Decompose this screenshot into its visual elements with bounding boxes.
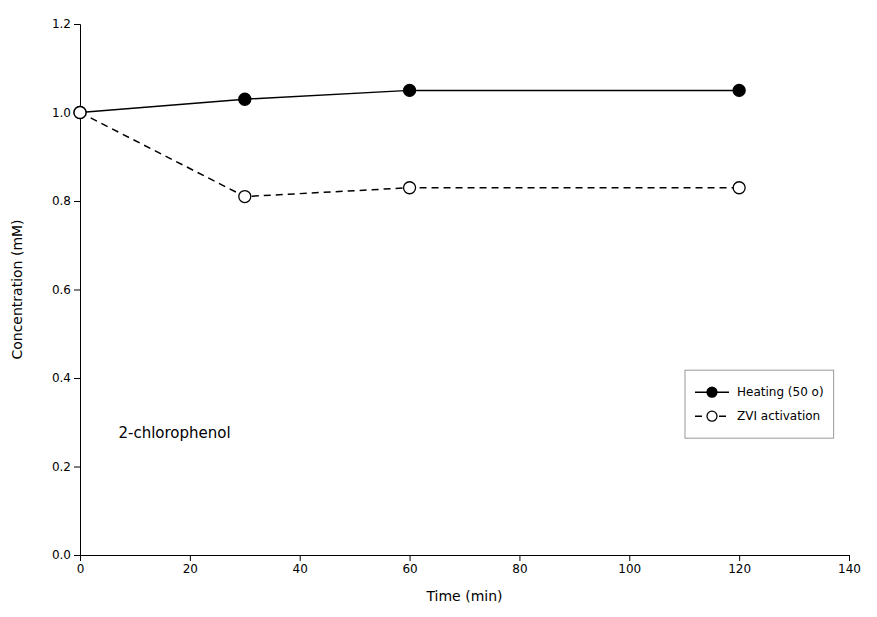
chart: 0 20 40 60 80 100 120 140 0.0 0.2 0.4 0.6 0.8 1.0 1.2 2… [0, 0, 877, 617]
legend-item: ZVI activation [695, 409, 820, 423]
y-axis-tick-mark [74, 201, 80, 202]
y-axis-tick-label: 1.0 [52, 106, 71, 120]
series-point [404, 182, 416, 194]
y-axis-tick: 0.4 [52, 371, 80, 385]
x-axis: 0 20 40 60 80 100 120 140 [77, 555, 861, 576]
x-axis-tick-label: 40 [293, 562, 308, 576]
marks [74, 84, 745, 202]
x-axis-tick: 100 [618, 555, 641, 576]
x-axis-tick-mark [849, 555, 850, 561]
series-point [733, 182, 745, 194]
x-axis-title: Time (min) [425, 588, 502, 604]
x-axis-tick-label: 120 [728, 562, 751, 576]
x-axis-tick: 120 [728, 555, 751, 576]
x-axis-line [81, 556, 850, 562]
y-axis-tick: 1.2 [52, 17, 80, 31]
y-axis-tick: 0.8 [52, 194, 80, 208]
legend-marker [707, 411, 717, 421]
y-axis-tick-label: 0.8 [52, 194, 71, 208]
y-axis-tick-mark [74, 467, 80, 468]
x-axis-tick: 40 [293, 555, 308, 576]
legend: Heating (50 o) ZVI activation [685, 370, 834, 438]
x-axis-tick-mark [629, 555, 630, 561]
x-axis-tick: 140 [838, 555, 861, 576]
x-axis-tick-label: 100 [618, 562, 641, 576]
plot: 0 20 40 60 80 100 120 140 0.0 0.2 0.4 0.6 0.8 1.0 1.2 2… [52, 17, 861, 575]
x-axis-tick: 20 [183, 555, 198, 576]
y-axis-tick-label: 0.4 [52, 371, 71, 385]
y-axis-tick: 0.0 [52, 548, 80, 562]
legend-label: ZVI activation [737, 409, 820, 423]
y-axis-line [74, 25, 81, 556]
y-axis: 0.0 0.2 0.4 0.6 0.8 1.0 1.2 [52, 17, 81, 562]
x-axis-tick-mark [739, 555, 740, 561]
y-axis-tick-label: 1.2 [52, 17, 71, 31]
x-axis-tick-mark [410, 555, 411, 561]
series-point [74, 107, 86, 119]
y-axis-tick-label: 0.0 [52, 548, 71, 562]
x-axis-tick-mark [519, 555, 520, 561]
x-axis-tick-label: 0 [77, 562, 85, 576]
x-axis-tick: 0 [77, 555, 85, 576]
x-axis-tick-mark [300, 555, 301, 561]
y-axis-tick-mark [74, 24, 80, 25]
series-point [404, 84, 416, 96]
legend-marker [707, 387, 717, 397]
series-point [74, 107, 86, 119]
series-point [733, 84, 745, 96]
y-axis-tick: 0.6 [52, 283, 80, 297]
series-point [239, 191, 251, 203]
legend-label: Heating (50 o) [737, 385, 824, 399]
series-line [80, 113, 739, 197]
x-axis-tick-label: 140 [838, 562, 861, 576]
y-axis-tick-mark [74, 290, 80, 291]
legend-frame [685, 370, 834, 438]
legend-item: Heating (50 o) [695, 385, 824, 399]
x-axis-tick: 80 [512, 555, 527, 576]
series-point [239, 93, 251, 105]
y-axis-tick-label: 0.2 [52, 460, 71, 474]
annotation: 2-chlorophenol [118, 424, 230, 442]
y-axis-tick: 0.2 [52, 460, 80, 474]
x-axis-tick-label: 80 [512, 562, 527, 576]
x-axis-tick-mark [190, 555, 191, 561]
y-axis-tick-mark [74, 378, 80, 379]
y-axis-tick-mark [74, 555, 80, 556]
y-axis-title: Concentration (mM) [9, 219, 25, 359]
y-axis-tick-label: 0.6 [52, 283, 71, 297]
x-axis-tick-label: 60 [402, 562, 417, 576]
x-axis-tick-label: 20 [183, 562, 198, 576]
x-axis-tick: 60 [402, 555, 417, 576]
